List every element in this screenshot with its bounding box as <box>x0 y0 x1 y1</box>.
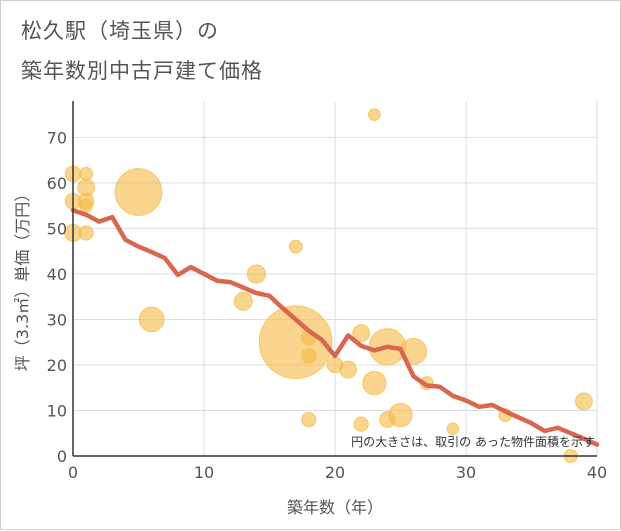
x-axis-title: 築年数（年） <box>287 498 383 517</box>
bubble-point-22 <box>362 370 387 396</box>
bubble-point-9 <box>138 306 165 333</box>
bubble-point-21 <box>367 108 381 122</box>
bubble-point-28 <box>446 422 460 436</box>
bubble-point-25 <box>388 402 413 428</box>
bubble-size-note: 円の大きさは、取引の あった物件面積を示す <box>351 434 595 449</box>
y-axis-title: 坪（3.3㎡）単価（万円） <box>13 186 32 371</box>
bubble-point-15 <box>301 348 317 364</box>
bubble-point-31 <box>574 392 593 411</box>
y-tick-label-7: 70 <box>47 128 67 147</box>
x-tick-label-1: 10 <box>194 463 214 482</box>
x-tick-label-0: 0 <box>68 463 78 482</box>
bubble-point-3 <box>79 166 94 181</box>
bubble-point-11 <box>246 264 266 284</box>
bubble-point-16 <box>301 411 317 428</box>
x-tick-label-3: 30 <box>456 463 476 482</box>
chart-title-line-2: 築年数別中古戸建て価格 <box>21 59 263 83</box>
bubble-point-10 <box>233 291 253 311</box>
x-tick-label-4: 40 <box>587 463 607 482</box>
bubble-point-20 <box>353 416 369 432</box>
y-tick-label-3: 30 <box>47 310 67 329</box>
bubble-point-18 <box>339 360 358 379</box>
y-tick-label-6: 60 <box>47 174 67 193</box>
chart-title-line-1: 松久駅（埼玉県）の <box>21 19 219 43</box>
y-tick-label-5: 50 <box>47 219 67 238</box>
bubble-point-19 <box>352 324 371 343</box>
bubble-point-6 <box>79 198 94 213</box>
trend-line <box>70 207 600 447</box>
bubble-point-8 <box>114 168 163 216</box>
y-tick-label-1: 10 <box>47 401 67 420</box>
y-tick-label-0: 0 <box>57 447 67 466</box>
y-tick-label-4: 40 <box>47 265 67 284</box>
x-tick-label-2: 20 <box>325 463 345 482</box>
bubble-point-12 <box>288 239 303 254</box>
bubble-point-7 <box>78 225 94 241</box>
y-tick-label-2: 20 <box>47 356 67 375</box>
